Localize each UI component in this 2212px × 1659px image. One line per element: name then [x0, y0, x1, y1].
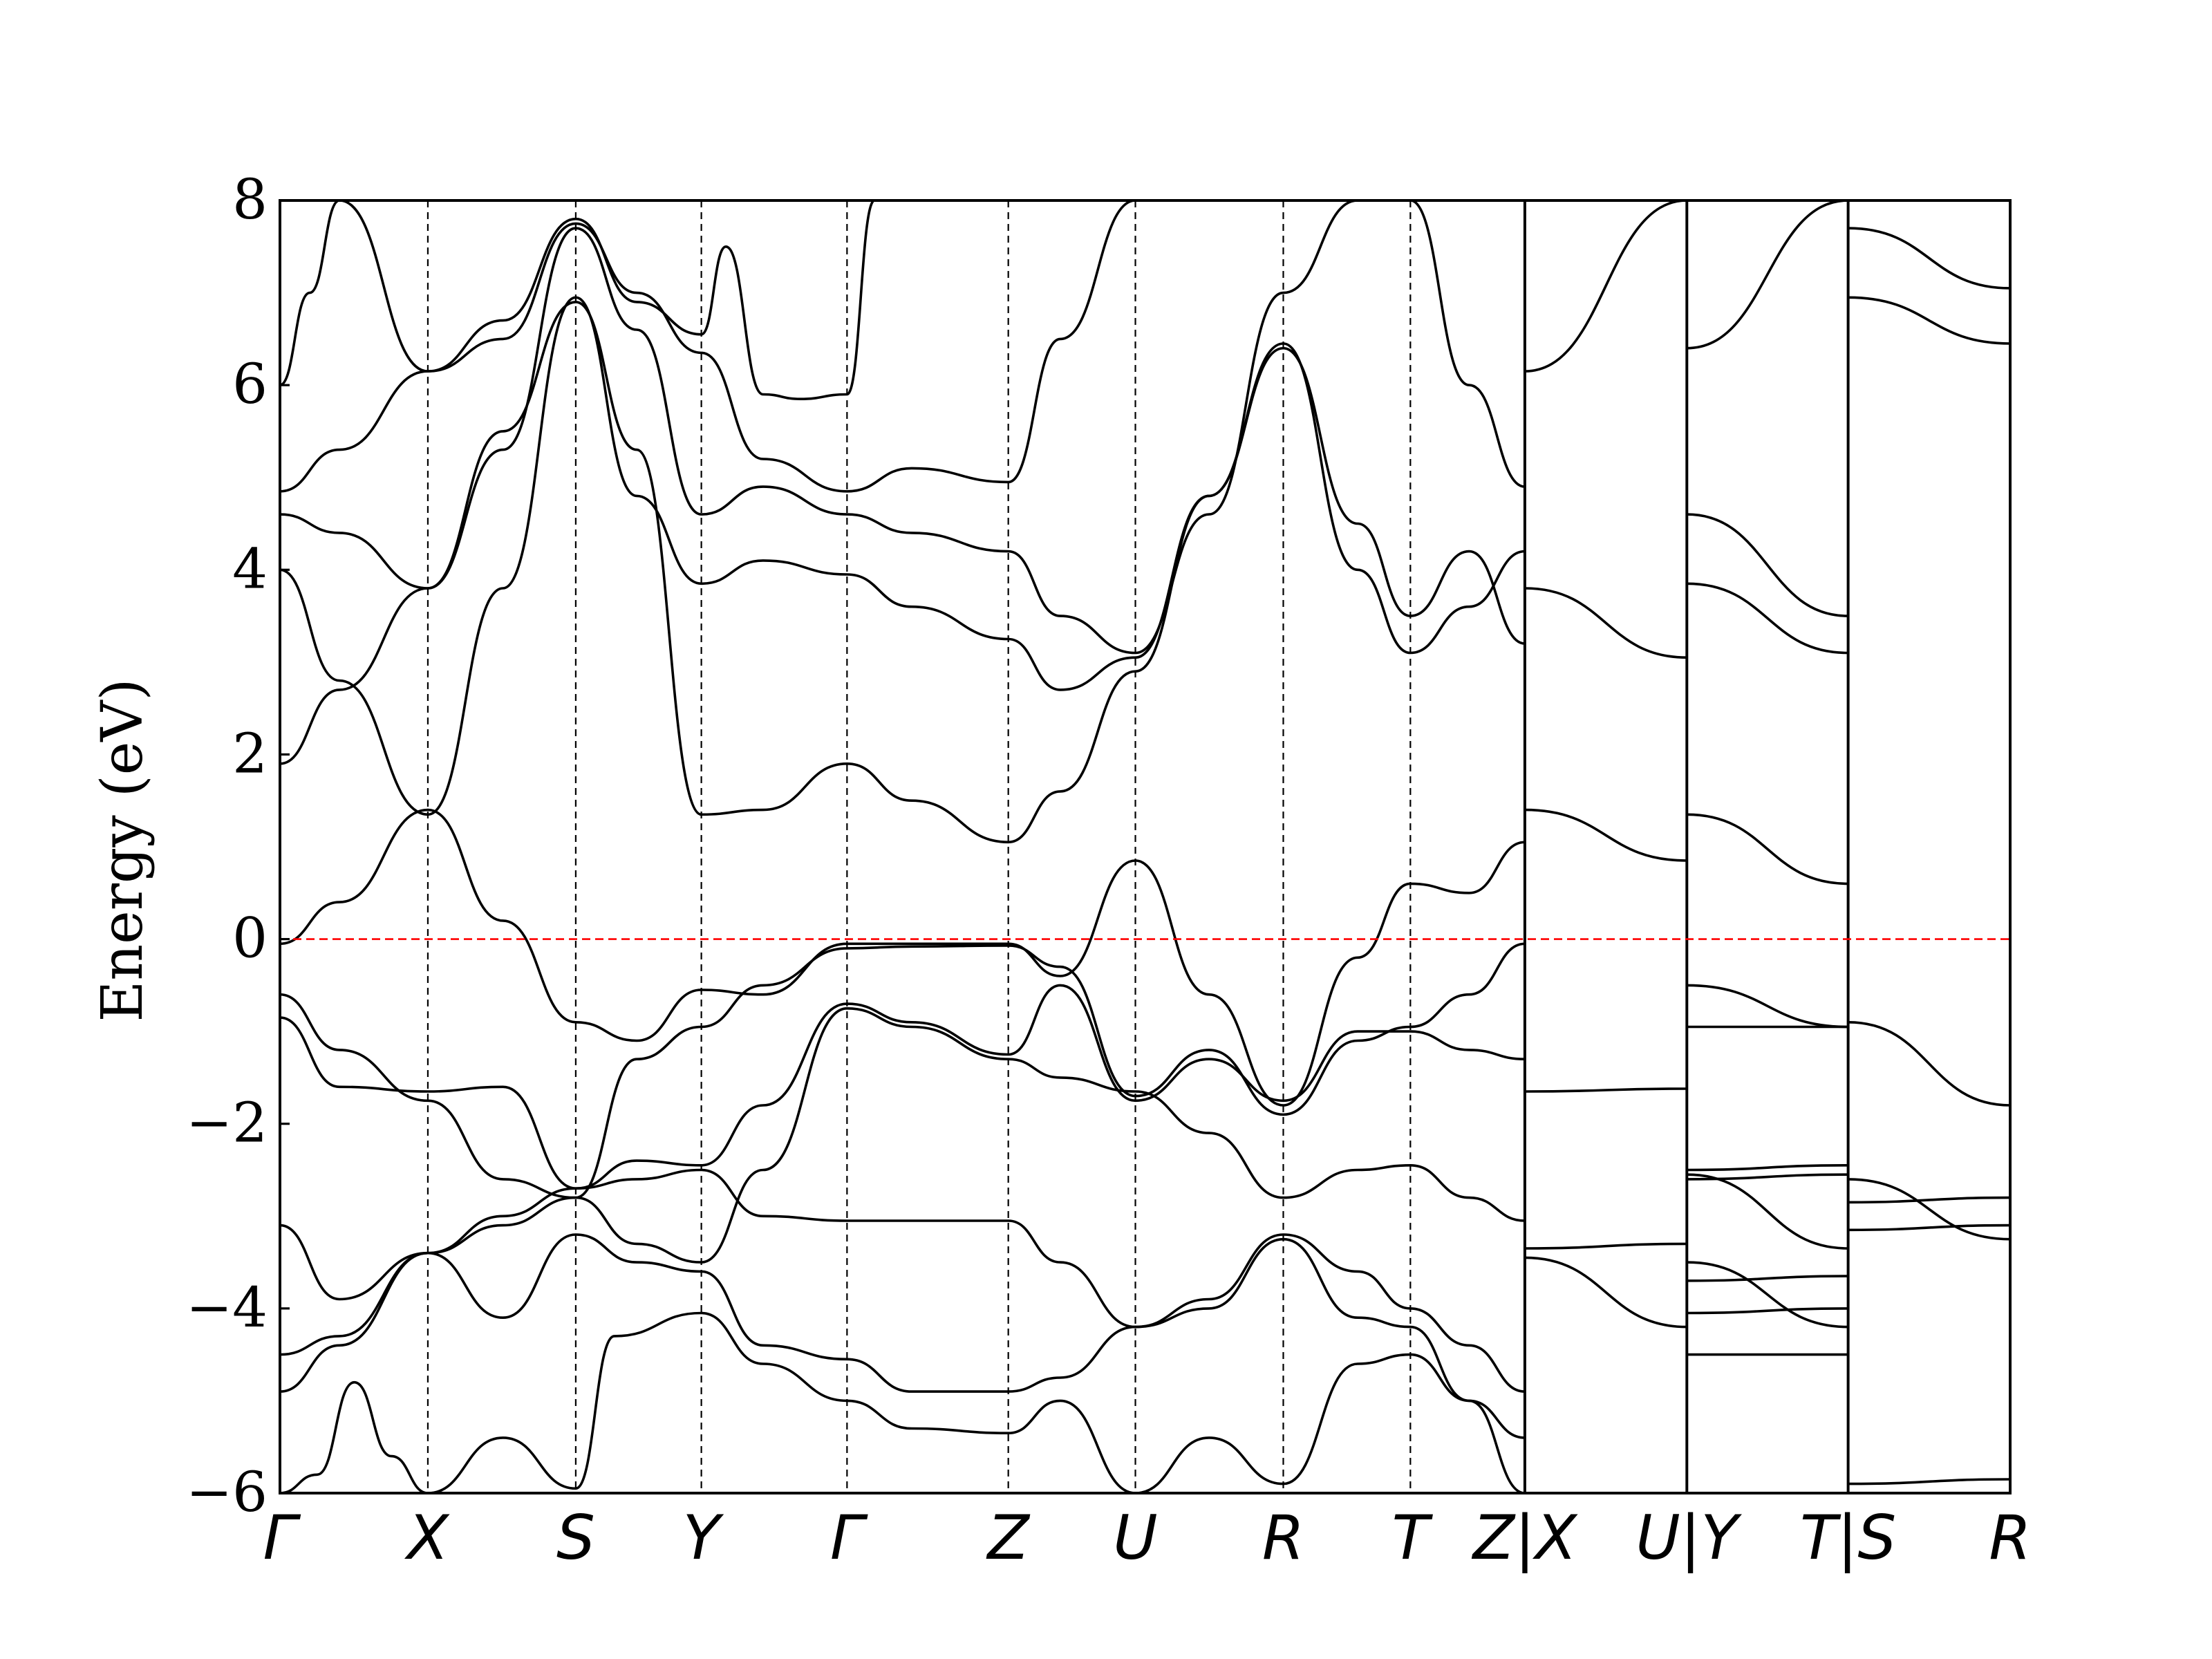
ticks-layer: −6 −4 −2 0 2 4 6 8 Γ X S Y Γ Z U R T Z|X U|Y T|S R — [186, 167, 2032, 1574]
y-tick-label: 0 — [232, 906, 268, 971]
band-line-seg_SR_4 — [1848, 1178, 2010, 1241]
x-tick-label: Z — [986, 1502, 1031, 1573]
band-line-seg_SR_7 — [1848, 1478, 2010, 1485]
band-line-seg_YT_9 — [1687, 1173, 1848, 1250]
x-tick-label: Γ — [830, 1502, 868, 1573]
y-tick-label: 6 — [232, 352, 268, 416]
band-line-seg_YT_12 — [1687, 1307, 1848, 1315]
y-tick-label: 2 — [232, 721, 268, 785]
x-tick-label: S — [556, 1502, 595, 1573]
band-line-seg_YT_5 — [1687, 984, 1848, 1029]
band-line-b2 — [280, 1233, 1525, 1439]
y-tick-label: 4 — [232, 536, 268, 601]
y-tick-label: −6 — [186, 1460, 268, 1524]
band-line-seg_YT_11 — [1687, 1275, 1848, 1282]
plot-frame — [279, 199, 2012, 1494]
x-tick-label: Z|X — [1472, 1502, 1578, 1574]
band-line-seg_SR_3 — [1848, 1021, 2010, 1107]
x-tick-label: T|S — [1800, 1502, 1896, 1574]
band-line-b7 — [280, 808, 1526, 1107]
x-tick-label: T — [1391, 1502, 1433, 1573]
x-tick-label: U|Y — [1635, 1502, 1742, 1574]
band-line-seg_XU_3 — [1524, 808, 1687, 862]
y-tick-label: −2 — [186, 1091, 268, 1155]
band-line-b5 — [280, 984, 1525, 1190]
band-line-seg_YT_2 — [1687, 513, 1848, 617]
frame-layer — [279, 199, 2012, 1494]
band-line-b6 — [280, 942, 1526, 1199]
guides-layer — [280, 200, 2010, 1493]
band-line-b10 — [280, 200, 1526, 655]
band-line-b12 — [280, 200, 876, 401]
band-line-seg_YT_3 — [1687, 582, 1848, 655]
band-line-seg_SR_2 — [1848, 296, 2010, 345]
band-line-seg_XU_2 — [1524, 587, 1687, 659]
x-tick-label: U — [1113, 1502, 1157, 1573]
band-line-b8 — [280, 301, 1526, 844]
band-line-seg_SR_5 — [1848, 1196, 2010, 1204]
x-tick-label: X — [404, 1502, 450, 1573]
band-line-seg_XU_6 — [1524, 1256, 1687, 1329]
band-line-seg_YT_1 — [1687, 200, 1848, 350]
bands-layer — [280, 200, 2010, 1493]
band-line-b3 — [280, 1168, 1526, 1393]
band-line-seg_XU_4 — [1524, 1087, 1687, 1093]
band-line-b4 — [280, 1006, 1525, 1301]
band-line-seg_YT_7 — [1687, 1164, 1848, 1172]
x-tick-label: R — [1262, 1502, 1304, 1573]
band-line-seg_XU_5 — [1524, 1242, 1687, 1250]
band-line-seg_SR_1 — [1848, 227, 2010, 290]
x-tick-label: Y — [683, 1502, 724, 1573]
band-line-seg_SR_6 — [1848, 1224, 2010, 1232]
band-line-seg_YT_4 — [1687, 813, 1848, 885]
y-axis-label: Energy (eV) — [90, 678, 156, 1022]
y-tick-label: 8 — [232, 167, 268, 232]
band-line-b11 — [280, 200, 1525, 493]
x-tick-label: R — [1989, 1502, 2031, 1573]
band-line-seg_XU_1 — [1524, 200, 1687, 373]
band-line-seg_YT_10 — [1687, 1261, 1848, 1329]
y-tick-label: −4 — [186, 1275, 268, 1340]
x-tick-label: Γ — [263, 1502, 301, 1573]
band-line-b1 — [280, 1311, 1526, 1493]
band-line-b9 — [280, 296, 1526, 816]
